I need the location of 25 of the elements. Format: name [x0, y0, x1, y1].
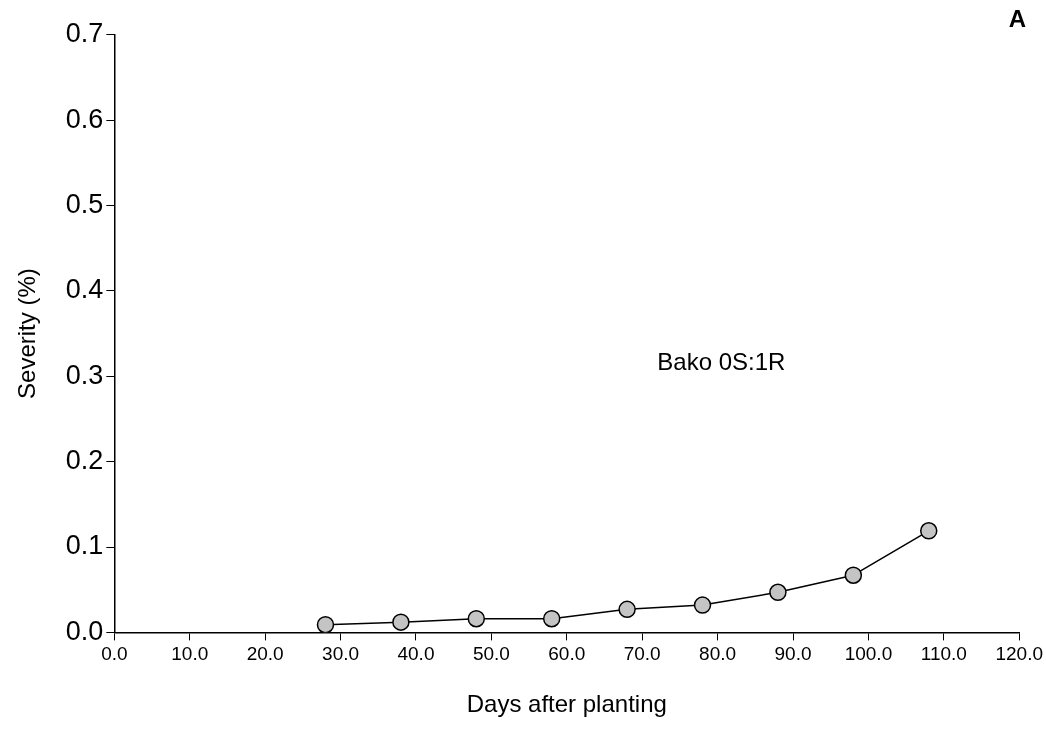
x-tick-label: 120.0 [995, 643, 1043, 665]
x-tick-label: 110.0 [920, 643, 967, 665]
x-tick-label: 90.0 [774, 643, 812, 665]
x-tick-label: 100.0 [844, 643, 893, 665]
x-tick-label: 30.0 [322, 643, 360, 665]
x-tick-label: 10.0 [171, 643, 209, 665]
x-tick-label: 40.0 [397, 643, 435, 665]
x-tick-label: 0.0 [101, 643, 128, 665]
y-tick-label: 0.5 [65, 189, 104, 219]
y-tick-label: 0.7 [65, 18, 104, 49]
y-tick-label: 0.3 [65, 359, 104, 390]
annotation: Bako 0S:1R [657, 348, 786, 376]
x-tick-label: 70.0 [623, 643, 661, 665]
y-tick-label: 0.6 [65, 103, 104, 134]
x-tick-label: 60.0 [548, 643, 586, 665]
y-tick-label: 0.2 [65, 445, 104, 476]
y-axis-title: Severity (%) [13, 268, 41, 399]
y-tick-label: 0.1 [65, 530, 104, 561]
chart-title: A [1008, 5, 1026, 33]
x-tick-label: 50.0 [472, 643, 510, 665]
x-tick-label: 80.0 [699, 643, 737, 665]
y-tick-label: 0.4 [65, 274, 104, 305]
x-axis-title: Days after planting [466, 690, 667, 718]
x-tick-label: 20.0 [246, 643, 284, 665]
y-tick-label: 0.0 [65, 615, 104, 646]
